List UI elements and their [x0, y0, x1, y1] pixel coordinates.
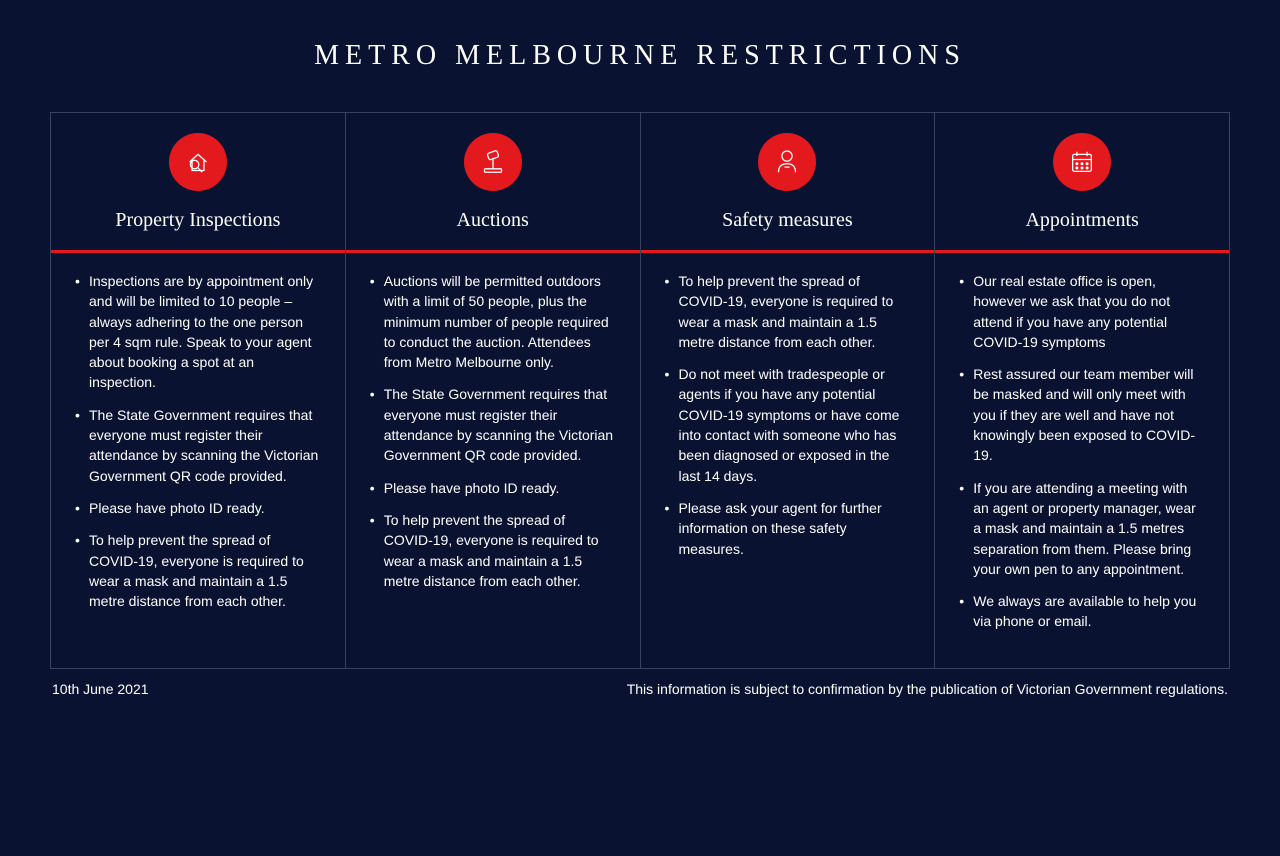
bullet-list: Inspections are by appointment only and … — [75, 271, 321, 611]
bullet-list: Our real estate office is open, however … — [959, 271, 1205, 632]
column-appointments: Appointments Our real estate office is o… — [934, 113, 1230, 668]
column-body: Inspections are by appointment only and … — [51, 253, 345, 668]
person-icon — [758, 133, 816, 191]
page-title: METRO MELBOURNE RESTRICTIONS — [50, 40, 1230, 72]
column-body: To help prevent the spread of COVID-19, … — [641, 253, 935, 668]
footer-date: 10th June 2021 — [52, 681, 149, 697]
list-item: We always are available to help you via … — [959, 591, 1205, 632]
footer: 10th June 2021 This information is subje… — [50, 681, 1230, 697]
column-header: Property Inspections — [51, 113, 345, 253]
column-header: Appointments — [935, 113, 1229, 253]
column-title: Property Inspections — [61, 209, 335, 232]
list-item: Our real estate office is open, however … — [959, 271, 1205, 352]
column-title: Safety measures — [651, 209, 925, 232]
column-title: Appointments — [945, 209, 1219, 232]
column-safety-measures: Safety measures To help prevent the spre… — [640, 113, 935, 668]
column-header: Auctions — [346, 113, 640, 253]
list-item: To help prevent the spread of COVID-19, … — [75, 530, 321, 611]
column-body: Auctions will be permitted outdoors with… — [346, 253, 640, 668]
column-body: Our real estate office is open, however … — [935, 253, 1229, 668]
list-item: Please ask your agent for further inform… — [665, 498, 911, 559]
column-title: Auctions — [356, 209, 630, 232]
list-item: Auctions will be permitted outdoors with… — [370, 271, 616, 372]
footer-disclaimer: This information is subject to confirmat… — [627, 681, 1228, 697]
list-item: The State Government requires that every… — [75, 405, 321, 486]
page: METRO MELBOURNE RESTRICTIONS Property In… — [0, 0, 1280, 721]
gavel-icon — [464, 133, 522, 191]
list-item: To help prevent the spread of COVID-19, … — [370, 510, 616, 591]
list-item: Please have photo ID ready. — [370, 478, 616, 498]
list-item: Inspections are by appointment only and … — [75, 271, 321, 393]
column-property-inspections: Property Inspections Inspections are by … — [50, 113, 345, 668]
list-item: To help prevent the spread of COVID-19, … — [665, 271, 911, 352]
bullet-list: To help prevent the spread of COVID-19, … — [665, 271, 911, 559]
calendar-icon — [1053, 133, 1111, 191]
house-magnify-icon — [169, 133, 227, 191]
list-item: Please have photo ID ready. — [75, 498, 321, 518]
column-auctions: Auctions Auctions will be permitted outd… — [345, 113, 640, 668]
list-item: Rest assured our team member will be mas… — [959, 364, 1205, 465]
list-item: Do not meet with tradespeople or agents … — [665, 364, 911, 486]
bullet-list: Auctions will be permitted outdoors with… — [370, 271, 616, 591]
restrictions-grid: Property Inspections Inspections are by … — [50, 112, 1230, 669]
list-item: If you are attending a meeting with an a… — [959, 478, 1205, 579]
column-header: Safety measures — [641, 113, 935, 253]
list-item: The State Government requires that every… — [370, 384, 616, 465]
